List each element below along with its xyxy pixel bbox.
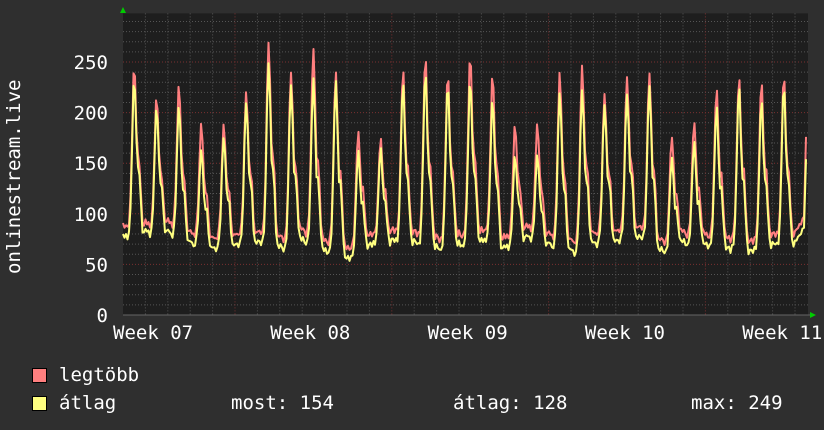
x-tick-label: Week 10 xyxy=(585,322,665,344)
stat-average: átlag: 128 xyxy=(453,392,568,414)
x-tick-label: Week 09 xyxy=(428,322,508,344)
y-axis-arrow-icon xyxy=(120,7,126,13)
legend-item-avg: átlag most: 154 átlag: 128 max: 249 xyxy=(32,392,783,414)
stat-now: most: 154 xyxy=(231,392,334,414)
y-axis-label: onlinestream.live xyxy=(3,80,25,274)
legend-label-max: legtöbb xyxy=(59,364,140,386)
y-tick-label: 100 xyxy=(74,204,108,226)
y-tick-label: 150 xyxy=(74,153,108,175)
legend-swatch-max xyxy=(32,367,47,383)
x-tick-label: Week 11 xyxy=(742,322,822,344)
legend-swatch-avg xyxy=(32,395,47,411)
x-axis: Week 07 Week 08 Week 09 Week 10 Week 11 xyxy=(113,322,822,344)
stat-max: max: 249 xyxy=(691,392,783,414)
x-axis-arrow-icon xyxy=(810,312,816,318)
y-tick-label: 0 xyxy=(97,305,108,327)
x-tick-label: Week 08 xyxy=(270,322,350,344)
legend-item-max: legtöbb xyxy=(32,364,139,386)
y-tick-label: 200 xyxy=(74,103,108,125)
y-tick-label: 50 xyxy=(85,254,108,276)
legend-label-avg: átlag xyxy=(59,392,117,414)
y-tick-label: 250 xyxy=(74,52,108,74)
series-layer xyxy=(122,41,807,262)
series-line-avg xyxy=(122,62,807,262)
y-axis: 0 50 100 150 200 250 xyxy=(74,52,108,327)
x-tick-label: Week 07 xyxy=(113,322,193,344)
